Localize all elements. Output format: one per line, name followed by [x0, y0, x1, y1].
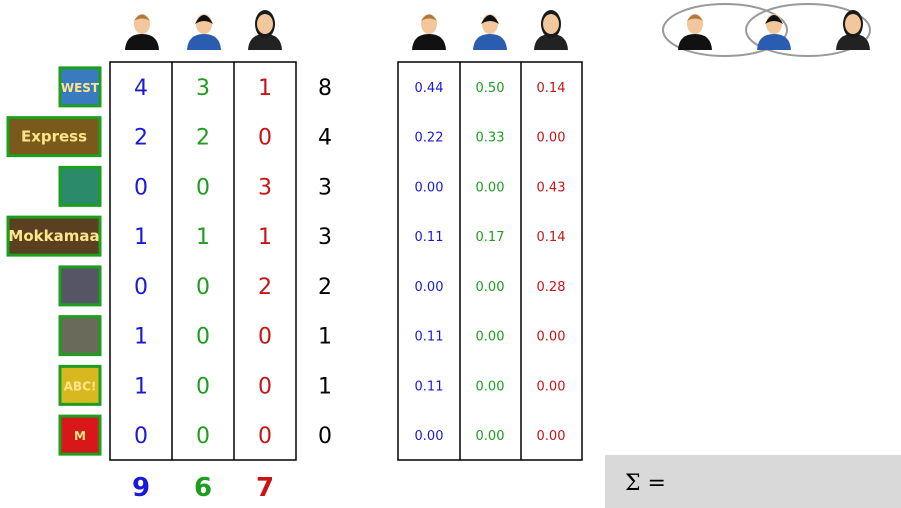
share: 0.00 — [476, 180, 505, 195]
row-total: 3 — [318, 175, 332, 200]
person-icon — [473, 14, 507, 50]
share: 0.00 — [476, 280, 505, 295]
logo-text: M — [74, 429, 86, 443]
share: 0.11 — [415, 379, 444, 394]
person-icon — [125, 14, 159, 50]
row-total: 1 — [318, 374, 332, 399]
count: 1 — [134, 374, 148, 399]
count: 0 — [258, 126, 272, 151]
count: 1 — [134, 225, 148, 250]
share: 0.50 — [476, 81, 505, 96]
count: 0 — [196, 424, 210, 449]
count: 1 — [258, 225, 272, 250]
person-body — [187, 34, 221, 50]
count: 0 — [196, 374, 210, 399]
share: 0.43 — [537, 180, 566, 195]
person-body — [125, 34, 159, 50]
person-icon — [248, 10, 282, 50]
column-total: 9 — [132, 473, 150, 503]
count: 0 — [196, 175, 210, 200]
person-icon — [678, 14, 712, 50]
share: 0.00 — [476, 330, 505, 345]
share-table — [398, 62, 582, 460]
person-body — [473, 34, 507, 50]
person-icon — [412, 14, 446, 50]
share: 0.00 — [415, 280, 444, 295]
logo — [60, 317, 100, 355]
row-total: 3 — [318, 225, 332, 250]
logo-text: ABC! — [64, 379, 97, 393]
person-face — [257, 14, 273, 34]
logo — [60, 167, 100, 205]
share: 0.22 — [415, 131, 444, 146]
count: 0 — [196, 275, 210, 300]
share: 0.00 — [537, 330, 566, 345]
count: 2 — [134, 126, 148, 151]
person-face — [543, 14, 559, 34]
count: 0 — [196, 325, 210, 350]
count: 4 — [134, 76, 148, 101]
count: 0 — [134, 275, 148, 300]
row-total: 4 — [318, 126, 332, 151]
share: 0.00 — [537, 379, 566, 394]
count: 1 — [134, 325, 148, 350]
row-total: 8 — [318, 76, 332, 101]
count: 3 — [258, 175, 272, 200]
row-total: 2 — [318, 275, 332, 300]
person-icon — [187, 14, 221, 50]
share: 0.14 — [537, 230, 566, 245]
count: 2 — [196, 126, 210, 151]
share: 0.44 — [415, 81, 444, 96]
count: 0 — [258, 424, 272, 449]
share: 0.00 — [415, 429, 444, 444]
share: 0.11 — [415, 330, 444, 345]
person-icon — [836, 10, 870, 50]
count: 3 — [196, 76, 210, 101]
logo — [60, 267, 100, 305]
count: 0 — [134, 175, 148, 200]
share: 0.00 — [415, 180, 444, 195]
share: 0.00 — [476, 379, 505, 394]
slide: Σ = WEST 4 3 1 8 0.44 0.50 0.14 Express 2 2 0 4 0.22 0… — [0, 0, 901, 508]
share: 0.11 — [415, 230, 444, 245]
count: 2 — [258, 275, 272, 300]
logo-text: WEST — [61, 81, 100, 95]
share: 0.00 — [476, 429, 505, 444]
row-total: 0 — [318, 424, 332, 449]
share: 0.17 — [476, 230, 505, 245]
logo-text: Express — [21, 128, 87, 146]
count-table — [110, 62, 296, 460]
person-face — [845, 14, 861, 34]
count: 0 — [258, 325, 272, 350]
count: 1 — [258, 76, 272, 101]
person-body — [412, 34, 446, 50]
count: 0 — [134, 424, 148, 449]
count: 0 — [258, 374, 272, 399]
share: 0.33 — [476, 131, 505, 146]
share: 0.00 — [537, 429, 566, 444]
column-total: 6 — [194, 473, 212, 503]
person-icon — [534, 10, 568, 50]
share: 0.00 — [537, 131, 566, 146]
share: 0.28 — [537, 280, 566, 295]
logo-text: Mokkamaa — [8, 227, 99, 245]
sum-label: Σ = — [625, 471, 666, 496]
column-total: 7 — [256, 473, 274, 503]
row-total: 1 — [318, 325, 332, 350]
count: 1 — [196, 225, 210, 250]
person-body — [678, 34, 712, 50]
share: 0.14 — [537, 81, 566, 96]
